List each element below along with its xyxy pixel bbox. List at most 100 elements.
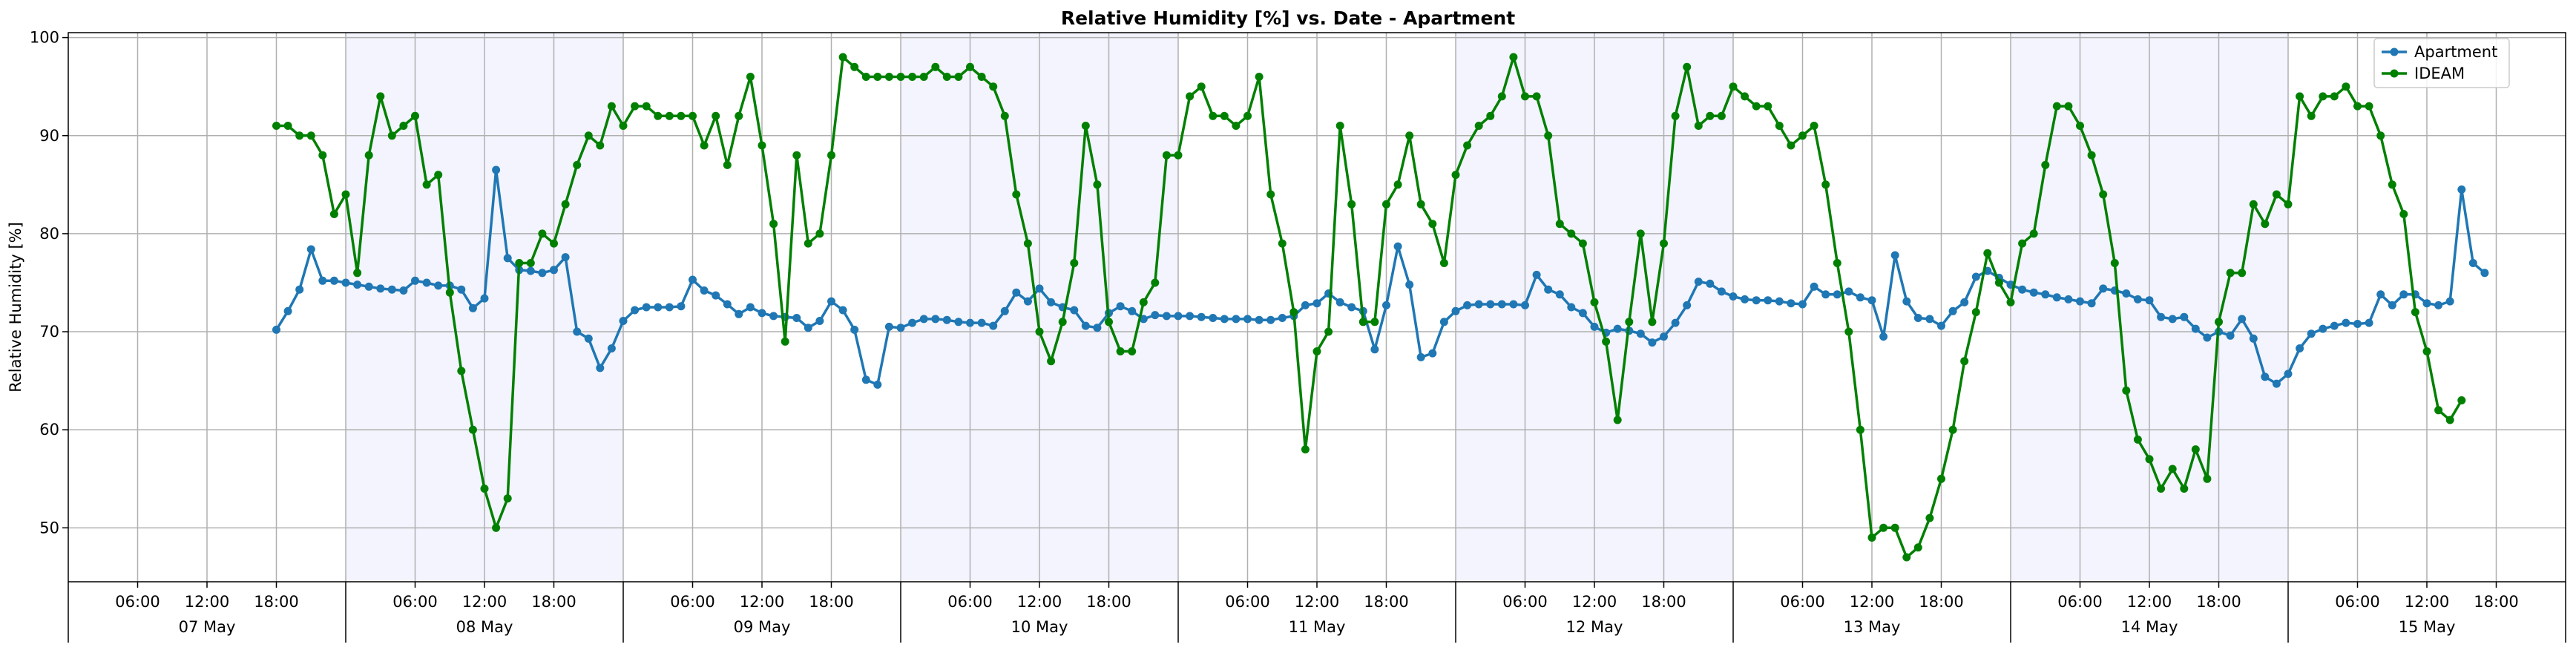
data-point (1243, 111, 1252, 120)
data-point (1278, 314, 1287, 322)
data-point (2029, 229, 2038, 238)
data-point (283, 122, 292, 130)
data-point (1047, 357, 1056, 366)
data-point (1186, 312, 1195, 321)
data-point (1578, 239, 1587, 248)
data-point (1567, 303, 1576, 312)
data-point (1151, 278, 1160, 287)
data-point (1474, 122, 1483, 130)
x-hour-label: 06:00 (392, 593, 438, 611)
data-point (1833, 259, 1841, 267)
data-point (2434, 406, 2443, 415)
data-point (1151, 311, 1160, 320)
y-tick-label: 90 (39, 127, 59, 145)
data-point (735, 309, 743, 318)
data-point (1983, 249, 1992, 257)
data-point (1671, 318, 1680, 327)
data-point (1544, 131, 1553, 140)
data-point (1197, 82, 1206, 91)
y-tick-label: 60 (39, 421, 59, 439)
data-point (1613, 324, 1622, 333)
data-point (792, 314, 801, 322)
data-point (2087, 151, 2096, 160)
data-point (2434, 301, 2443, 309)
data-point (295, 285, 304, 294)
data-point (2087, 299, 2096, 308)
data-point (561, 200, 570, 209)
data-point (2041, 290, 2050, 299)
data-point (1856, 293, 1864, 302)
x-hour-label: 12:00 (185, 593, 230, 611)
data-point (1683, 301, 1692, 309)
data-point (1775, 297, 1784, 306)
data-point (1209, 314, 1218, 322)
data-point (399, 286, 408, 295)
data-point (2180, 312, 2189, 321)
x-hour-label: 18:00 (1641, 593, 1686, 611)
data-point (1416, 200, 1425, 209)
series-line (276, 56, 2463, 559)
data-point (977, 73, 986, 81)
data-point (573, 327, 582, 336)
data-point (2018, 285, 2027, 294)
data-point (492, 523, 501, 532)
data-point (838, 53, 847, 62)
data-point (1497, 92, 1506, 101)
data-point (1590, 298, 1599, 306)
data-point (1752, 102, 1761, 111)
data-point (538, 269, 547, 278)
data-point (411, 276, 419, 285)
data-point (1428, 220, 1437, 229)
data-point (1810, 282, 1818, 291)
data-point (1741, 92, 1749, 101)
data-point (712, 111, 720, 120)
data-point (1636, 329, 1645, 338)
data-point (689, 275, 697, 284)
data-point (1347, 200, 1356, 209)
data-point (1093, 180, 1102, 189)
data-point (1775, 122, 1784, 130)
x-hour-label: 06:00 (115, 593, 160, 611)
data-point (1255, 73, 1264, 81)
data-point (1590, 322, 1599, 331)
data-point (735, 111, 743, 120)
data-point (989, 321, 998, 330)
x-hour-label: 06:00 (1225, 593, 1270, 611)
data-point (1913, 314, 1922, 322)
data-point (2110, 259, 2119, 267)
data-point (1278, 239, 1287, 248)
data-point (919, 73, 928, 81)
data-point (1602, 337, 1611, 346)
data-point (1787, 299, 1795, 308)
data-point (561, 253, 570, 262)
data-point (1463, 301, 1472, 309)
data-point (1000, 111, 1009, 120)
data-point (2249, 200, 2258, 209)
data-point (1405, 131, 1414, 140)
y-tick-label: 70 (39, 323, 59, 341)
data-point (1544, 285, 1553, 294)
data-point (884, 73, 893, 81)
x-day-label: 14 May (2121, 618, 2178, 636)
data-point (781, 337, 789, 346)
data-point (1937, 474, 1945, 483)
data-point (1023, 239, 1032, 248)
data-point (908, 318, 917, 327)
grid-lines (68, 33, 2566, 582)
data-point (272, 122, 280, 130)
data-point (1439, 259, 1448, 267)
data-point (2307, 329, 2316, 338)
data-point (804, 239, 812, 248)
data-point (2180, 485, 2189, 493)
series-ideam (272, 53, 2466, 562)
data-point (619, 122, 628, 130)
data-point (1833, 290, 1841, 299)
data-point (827, 151, 835, 160)
data-point (1035, 327, 1044, 336)
data-point (723, 300, 732, 309)
data-point (2411, 308, 2419, 317)
data-point (1729, 292, 1738, 301)
data-point (2076, 297, 2084, 306)
data-point (1266, 315, 1275, 324)
data-point (677, 302, 686, 311)
